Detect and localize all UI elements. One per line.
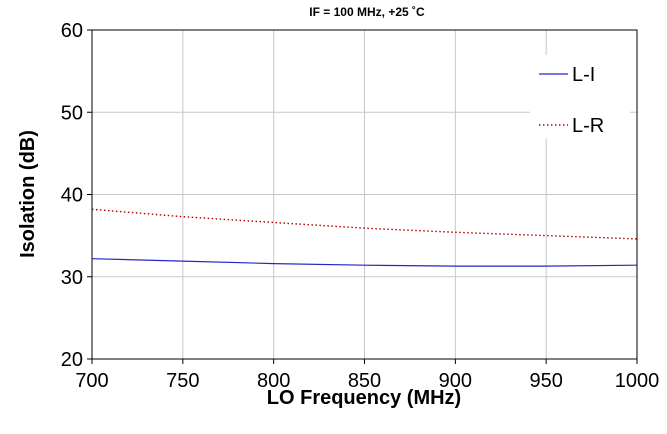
legend-label-l-r: L-R <box>572 115 604 137</box>
axis-ticks <box>87 29 638 364</box>
data-point-l-r <box>182 216 184 218</box>
data-point-l-i <box>455 265 457 267</box>
data-point-l-r <box>636 238 638 240</box>
series-line-l-i <box>91 258 638 267</box>
x-axis-title: LO Frequency (MHz) <box>267 387 461 409</box>
y-tick-label: 40 <box>61 185 83 207</box>
data-point-l-r <box>91 209 93 211</box>
legend: L-I L-R <box>539 64 604 137</box>
data-point-l-r <box>545 235 547 237</box>
x-tick-labels: 700 750 800 850 900 950 1000 <box>75 370 659 392</box>
data-point-l-i <box>545 265 547 267</box>
y-tick-label: 50 <box>61 102 83 124</box>
legend-label-l-i: L-I <box>572 64 595 86</box>
data-point-l-r <box>364 227 366 229</box>
y-tick-label: 30 <box>61 267 83 289</box>
data-point-l-i <box>273 263 275 265</box>
x-tick-label: 950 <box>529 370 562 392</box>
x-tick-label: 800 <box>257 370 290 392</box>
data-point-l-i <box>91 258 93 260</box>
data-point-l-i <box>636 264 638 266</box>
data-point-l-i <box>364 264 366 266</box>
y-tick-label: 20 <box>61 349 83 371</box>
data-point-l-r <box>455 232 457 234</box>
x-tick-label: 1000 <box>615 370 660 392</box>
legend-box <box>530 55 630 139</box>
x-tick-label: 700 <box>75 370 108 392</box>
data-point-l-i <box>182 260 184 262</box>
y-axis-title: Isolation (dB) <box>17 130 39 258</box>
y-tick-labels: 20 30 40 50 60 <box>61 20 83 371</box>
data-point-l-r <box>273 222 275 224</box>
series-lines <box>91 208 638 267</box>
series-line-l-r <box>91 208 638 240</box>
x-tick-label: 750 <box>166 370 199 392</box>
x-tick-label: 850 <box>348 370 381 392</box>
y-tick-label: 60 <box>61 20 83 42</box>
x-tick-label: 900 <box>439 370 472 392</box>
chart-subtitle: IF = 100 MHz, +25 ˚C <box>309 5 425 19</box>
